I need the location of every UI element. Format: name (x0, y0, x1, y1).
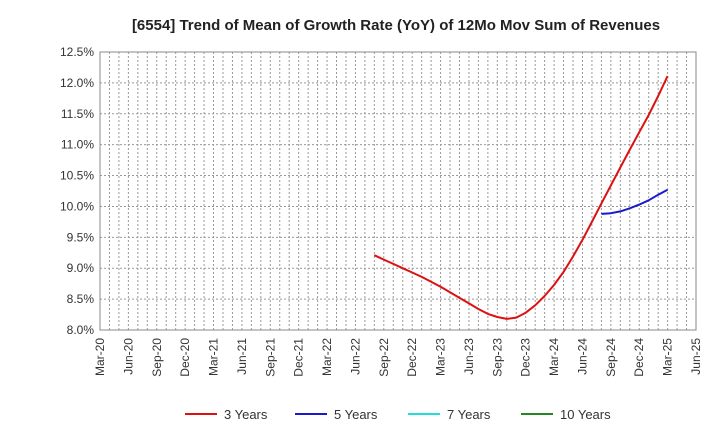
x-tick-label: Mar-25 (661, 338, 675, 376)
plot-area (99, 51, 697, 331)
y-tick-label: 8.5% (67, 292, 95, 306)
series-line-5-years (601, 188, 669, 215)
x-axis-ticks: Mar-20 Jun-20 Sep-20 Dec-20 Mar-21 Jun-21 Sep-… (93, 338, 703, 377)
y-tick-label: 9.5% (67, 230, 95, 244)
x-tick-label: Jun-21 (235, 338, 249, 375)
x-tick-label: Sep-22 (377, 338, 391, 377)
x-tick-label: Sep-20 (150, 338, 164, 377)
legend: 3 Years 5 Years 7 Years 10 Years (185, 407, 611, 422)
x-tick-label: Jun-23 (462, 338, 476, 375)
x-tick-label: Jun-20 (121, 338, 135, 375)
y-tick-label: 8.0% (67, 323, 95, 337)
legend-label-5-years: 5 Years (334, 407, 378, 422)
grid-lines (100, 52, 696, 330)
x-tick-label: Mar-23 (434, 338, 448, 376)
x-tick-label: Dec-20 (178, 338, 192, 377)
x-tick-label: Dec-21 (292, 338, 306, 377)
x-tick-label: Jun-25 (689, 338, 703, 375)
x-tick-label: Sep-21 (263, 338, 277, 377)
legend-label-3-years: 3 Years (224, 407, 268, 422)
x-tick-label: Mar-22 (320, 338, 334, 376)
y-tick-label: 10.0% (60, 199, 94, 213)
y-tick-label: 11.5% (61, 107, 94, 121)
y-tick-label: 12.5% (60, 45, 94, 59)
series-lines (373, 75, 669, 320)
x-tick-label: Sep-23 (490, 338, 504, 377)
y-tick-label: 9.0% (67, 261, 95, 275)
legend-label-7-years: 7 Years (447, 407, 491, 422)
x-tick-label: Dec-22 (405, 338, 419, 377)
x-tick-label: Dec-24 (632, 338, 646, 377)
x-tick-label: Jun-24 (575, 338, 589, 375)
x-tick-label: Sep-24 (604, 338, 618, 377)
x-tick-label: Dec-23 (519, 338, 533, 377)
x-tick-label: Mar-20 (93, 338, 107, 376)
x-tick-label: Mar-24 (547, 338, 561, 376)
x-tick-label: Jun-22 (348, 338, 362, 375)
y-tick-label: 10.5% (60, 169, 94, 183)
legend-label-10-years: 10 Years (560, 407, 611, 422)
y-axis-ticks: 8.0% 8.5% 9.0% 9.5% 10.0% 10.5% 11.0% 11.5% 12.0… (60, 45, 94, 337)
chart-title: [6554] Trend of Mean of Growth Rate (YoY… (132, 17, 660, 34)
series-line-3-years (373, 75, 669, 320)
y-tick-label: 12.0% (60, 76, 94, 90)
y-tick-label: 11.0% (61, 138, 94, 152)
x-tick-label: Mar-21 (207, 338, 221, 376)
